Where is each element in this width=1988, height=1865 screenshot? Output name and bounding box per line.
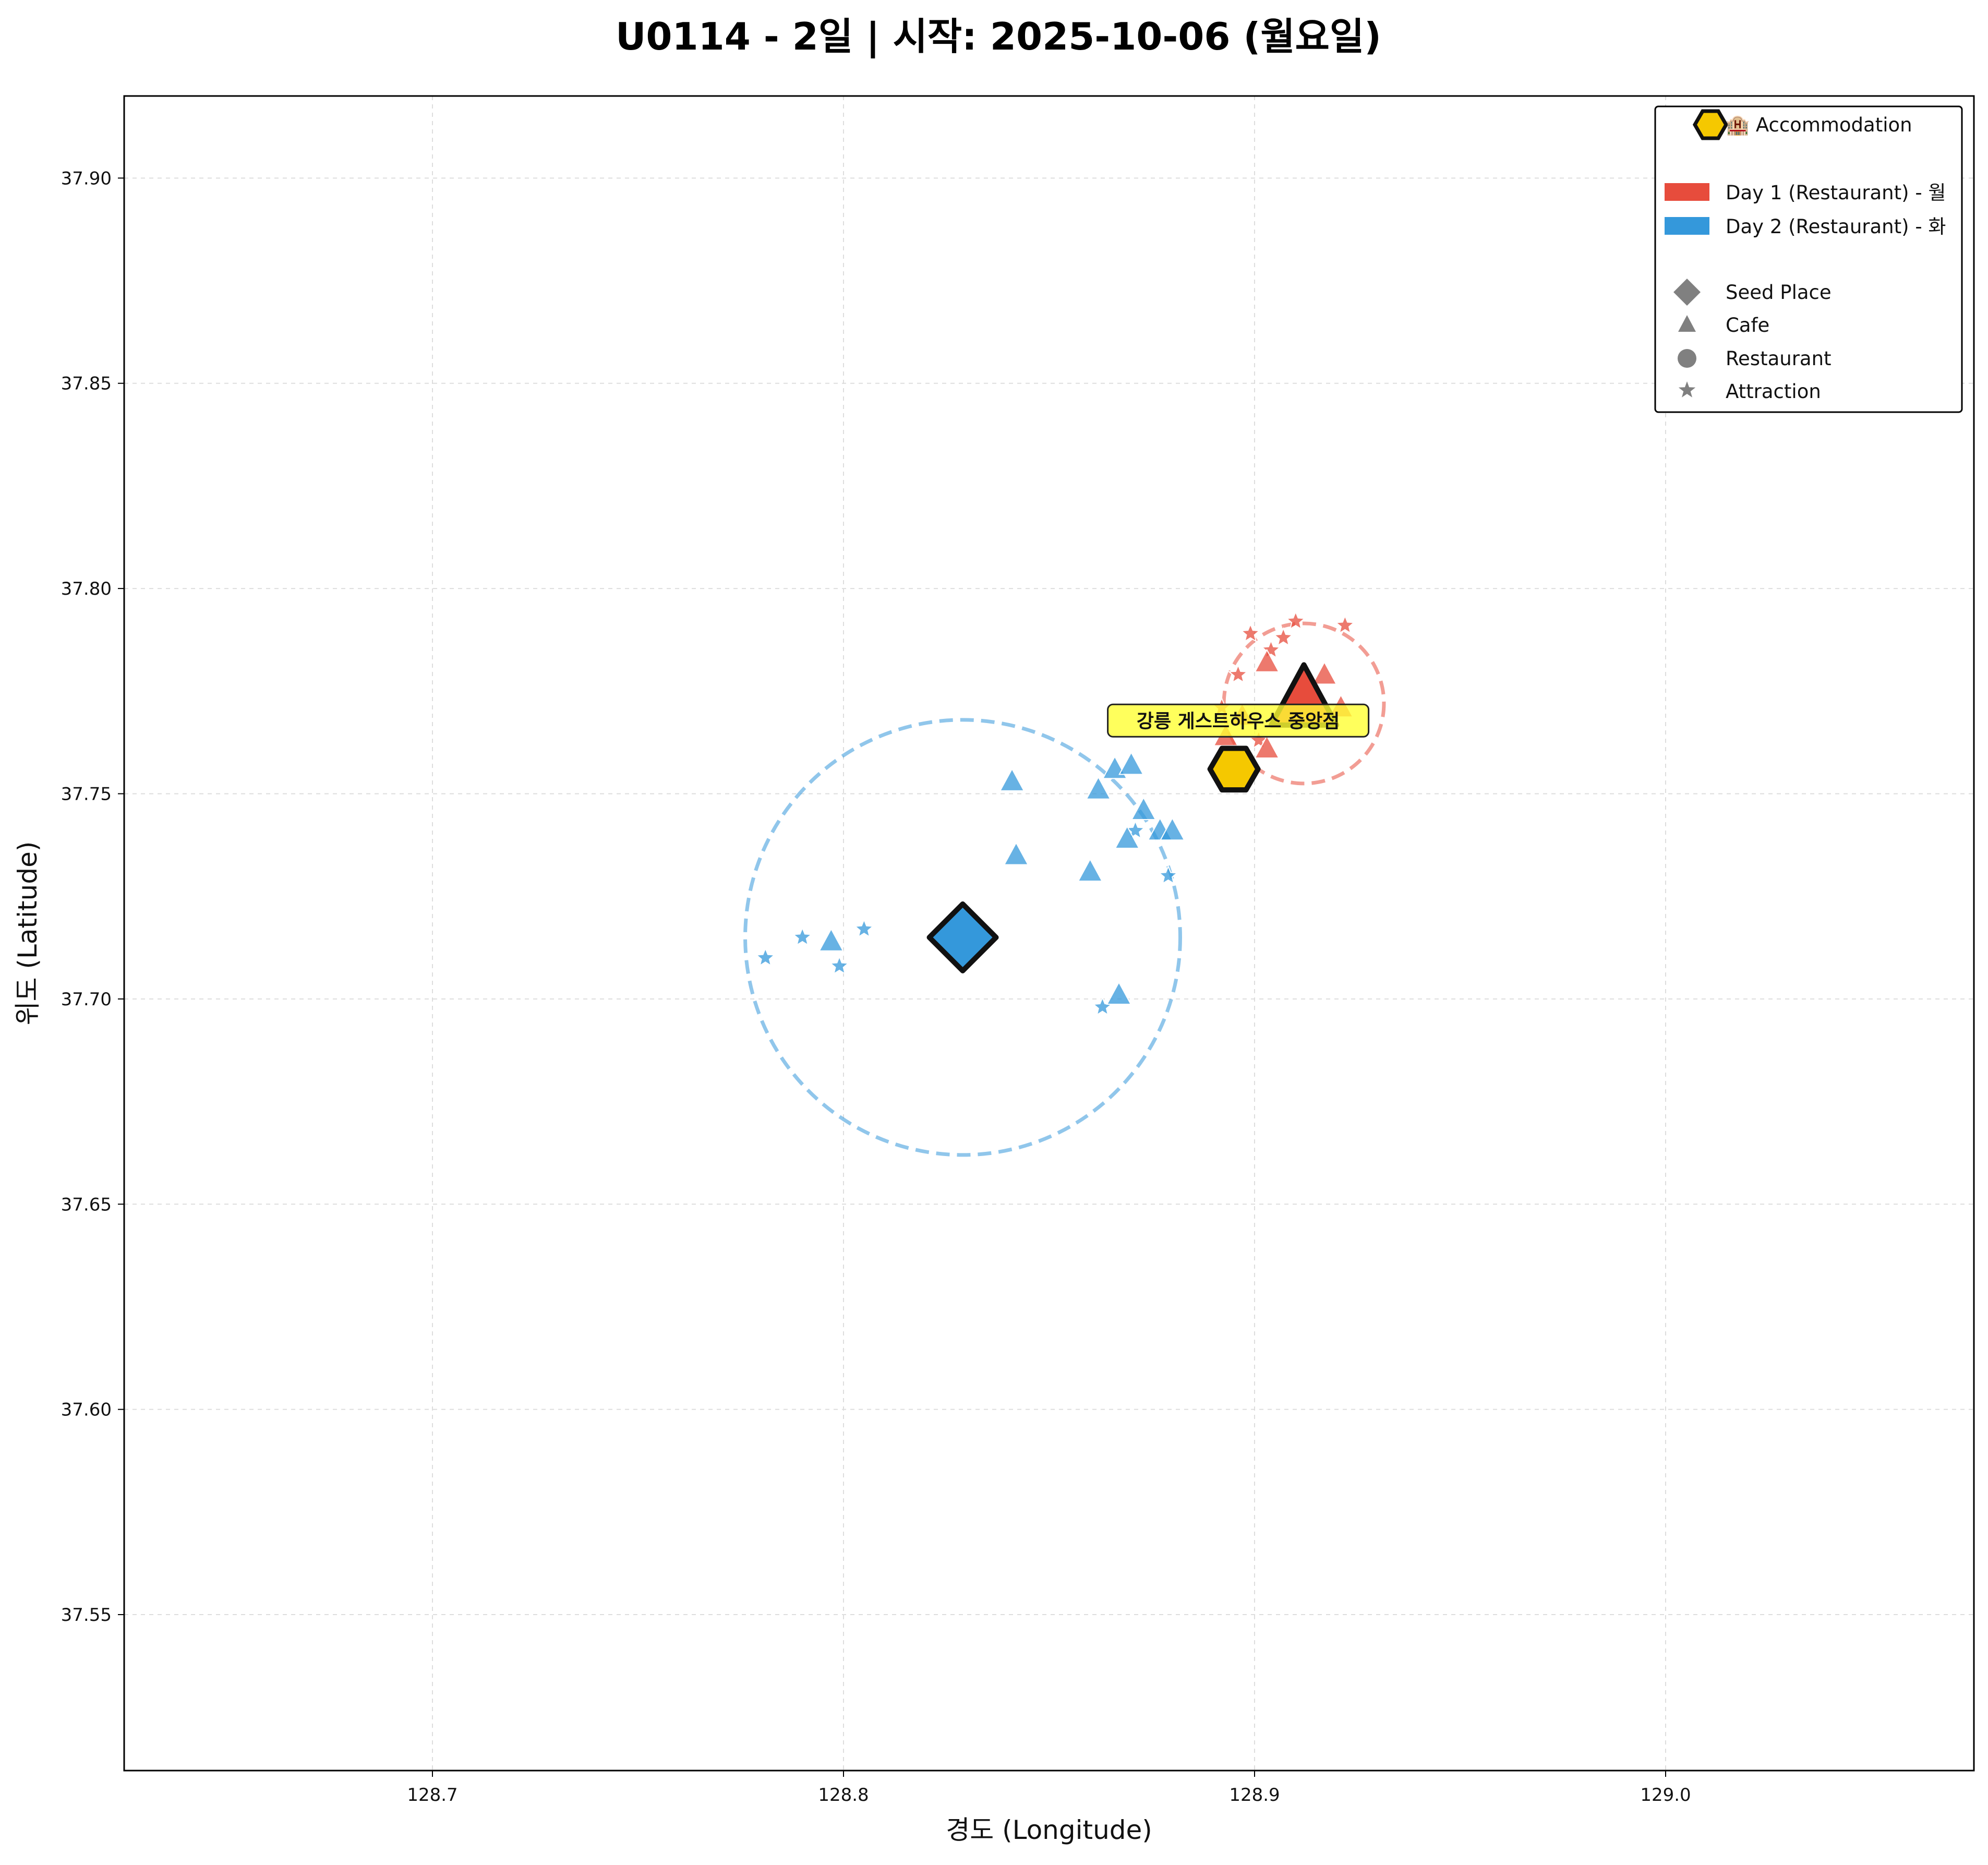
legend-restaurant-label: Restaurant [1726, 347, 1832, 370]
legend-restaurant-marker [1678, 349, 1696, 368]
day2-cafe-marker [1114, 825, 1140, 849]
y-tick-label: 37.70 [61, 989, 112, 1010]
day1-attraction-marker [1334, 615, 1356, 634]
day2-cafe-marker [1077, 858, 1103, 882]
legend-box [1654, 105, 1963, 413]
legend-day2-label: Day 2 (Restaurant) - 화 [1726, 215, 1946, 238]
x-tick-label: 128.7 [407, 1785, 457, 1806]
legend-accommodation-marker [1692, 109, 1729, 140]
day2-attraction-marker [829, 955, 850, 975]
day2-radius-circle [743, 718, 1183, 1157]
annotations: 강릉 게스트하우스 중앙점 [1107, 703, 1370, 738]
x-axis-label: 경도 (Longitude) [946, 1815, 1152, 1845]
x-tick-label: 128.8 [818, 1785, 869, 1806]
legend: 🏨 Accommodation Day 1 (Restaurant) - 월 D… [1654, 105, 1963, 413]
y-tick-label: 37.80 [61, 579, 112, 599]
day1-cafe-marker [1254, 648, 1280, 672]
day2-cafe-marker [1130, 796, 1156, 820]
legend-cafe-marker [1678, 315, 1696, 332]
y-axis-label: 위도 (Latitude) [13, 841, 43, 1026]
day1-cafe-marker [1311, 661, 1338, 685]
day2-cafe-marker [818, 928, 844, 952]
x-tick-label: 128.9 [1229, 1785, 1280, 1806]
y-tick-label: 37.55 [61, 1605, 112, 1626]
legend-seed-label: Seed Place [1726, 281, 1832, 304]
legend-day2-patch [1665, 217, 1709, 235]
day2-attraction-marker [755, 947, 776, 967]
x-tick-label: 129.0 [1640, 1785, 1691, 1806]
axis-ticks: 128.7 128.8 128.9 129.0 37.55 37.60 37.65 37.70… [61, 168, 1691, 1806]
y-tick-label: 37.65 [61, 1194, 112, 1215]
legend-attraction-star-shape [1678, 381, 1696, 398]
legend-accommodation-label: 🏨 Accommodation [1726, 114, 1912, 137]
plot-frame [123, 95, 1975, 1772]
day2-cafe-marker [1106, 981, 1132, 1005]
day2-cafe-marker [1086, 776, 1112, 800]
day2-seed-marker [926, 901, 999, 973]
day2-attraction-marker [853, 918, 875, 938]
day1-attraction-marker [1285, 610, 1306, 630]
accommodation-label: 강릉 게스트하우스 중앙점 [1137, 711, 1340, 732]
legend-day1-label: Day 1 (Restaurant) - 월 [1726, 182, 1946, 204]
legend-attraction-marker [1678, 381, 1696, 398]
day1-attraction-marker [1227, 664, 1249, 684]
day2-cafe-marker [1003, 841, 1029, 865]
day2-attraction-marker [1158, 865, 1179, 885]
day2-attraction-marker [792, 927, 813, 946]
legend-seed-marker [1673, 279, 1701, 306]
accommodation-label-box [1107, 703, 1370, 738]
chart-title: U0114 - 2일 | 시작: 2025-10-06 (월요일) [616, 15, 1381, 59]
legend-attraction-label: Attraction [1726, 380, 1821, 403]
day2-cafe-marker [999, 767, 1025, 791]
day2-cafe-marker [1118, 751, 1144, 775]
legend-cafe-label: Cafe [1726, 314, 1769, 336]
day1-attraction-marker [1273, 627, 1294, 647]
y-tick-label: 37.60 [61, 1400, 112, 1421]
day2-cafe-marker [1159, 817, 1185, 841]
y-tick-label: 37.75 [61, 784, 112, 805]
accommodation-marker [1207, 745, 1261, 793]
legend-day1-patch [1665, 183, 1709, 201]
y-tick-label: 37.90 [61, 168, 112, 189]
day1-cafe-marker [1254, 735, 1280, 759]
y-tick-label: 37.85 [61, 374, 112, 394]
day1-attraction-marker [1240, 623, 1261, 643]
